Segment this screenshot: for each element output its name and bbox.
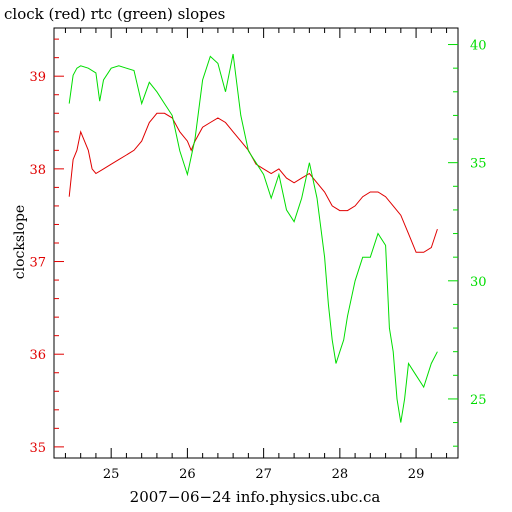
x-tick-label: 25: [103, 467, 120, 482]
x-tick-label: 26: [179, 467, 196, 482]
y-tick-label: 37: [29, 256, 46, 271]
y2-tick-label: 40: [470, 39, 487, 54]
series-line-rtc: [68, 53, 438, 423]
plot-frame: [53, 27, 459, 459]
y-axis-label: clockslope: [12, 205, 28, 279]
y-tick-label: 36: [29, 348, 46, 363]
y2-tick-label: 30: [470, 275, 487, 290]
y2-tick-label: 25: [470, 393, 487, 408]
x-tick-label: 27: [255, 467, 272, 482]
x-tick-label: 29: [408, 467, 425, 482]
x-tick-label: 28: [332, 467, 349, 482]
y-tick-label: 39: [29, 70, 46, 85]
y-tick-label: 35: [29, 441, 46, 456]
ticks-layer: 25 26 27 28 29 35 36 37 38 39 25 30 35 40: [29, 28, 487, 482]
y-tick-label: 38: [29, 163, 46, 178]
x-axis-label: 2007−06−24 info.physics.ubc.ca: [130, 488, 381, 506]
series-line-clock: [68, 112, 438, 253]
y2-tick-label: 35: [470, 157, 487, 172]
chart-title: clock (red) rtc (green) slopes: [4, 5, 225, 23]
series-layer: [68, 53, 438, 423]
